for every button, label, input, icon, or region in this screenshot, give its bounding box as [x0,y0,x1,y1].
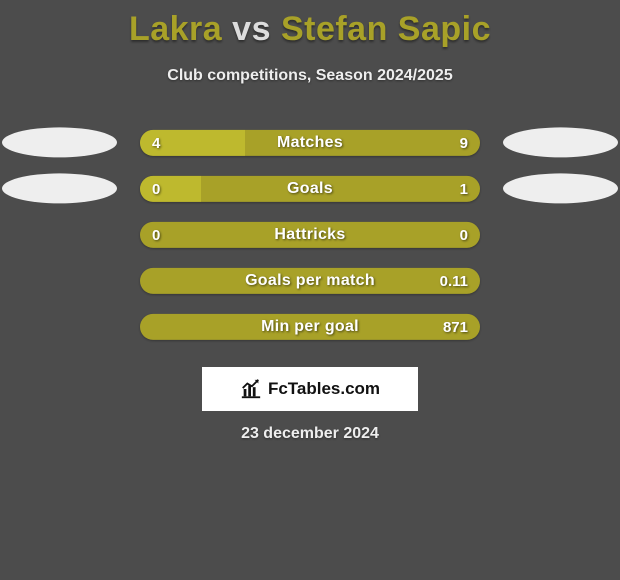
stat-value-right: 0 [460,222,468,248]
stat-bar: 0Hattricks0 [140,222,480,248]
team-badge-right [503,173,618,203]
stat-bar: Goals per match0.11 [140,268,480,294]
subtitle: Club competitions, Season 2024/2025 [0,67,620,85]
stat-label: Goals [140,176,480,202]
stat-value-right: 9 [460,130,468,156]
stat-value-right: 0.11 [440,268,468,294]
brand-text: FcTables.com [268,379,380,399]
footer-date: 23 december 2024 [0,425,620,443]
player1-name: Lakra [129,10,222,48]
stat-row: 4Matches9 [0,123,620,169]
stat-label: Goals per match [140,268,480,294]
stat-label: Hattricks [140,222,480,248]
stats-rows: 4Matches90Goals10Hattricks0Goals per mat… [0,123,620,353]
stat-row: 0Goals1 [0,169,620,215]
stat-value-right: 1 [460,176,468,202]
chart-icon [240,378,262,400]
brand-badge: FcTables.com [202,367,418,411]
player2-name: Stefan Sapic [281,10,491,48]
stat-row: Min per goal871 [0,307,620,353]
comparison-title: Lakra vs Stefan Sapic [0,0,620,49]
team-badge-left [2,173,117,203]
team-badge-right [503,127,618,157]
stat-row: 0Hattricks0 [0,215,620,261]
stat-label: Min per goal [140,314,480,340]
stat-value-right: 871 [443,314,468,340]
stat-bar: 0Goals1 [140,176,480,202]
stat-row: Goals per match0.11 [0,261,620,307]
team-badge-left [2,127,117,157]
stat-label: Matches [140,130,480,156]
vs-text: vs [232,10,271,48]
stat-bar: Min per goal871 [140,314,480,340]
stat-bar: 4Matches9 [140,130,480,156]
